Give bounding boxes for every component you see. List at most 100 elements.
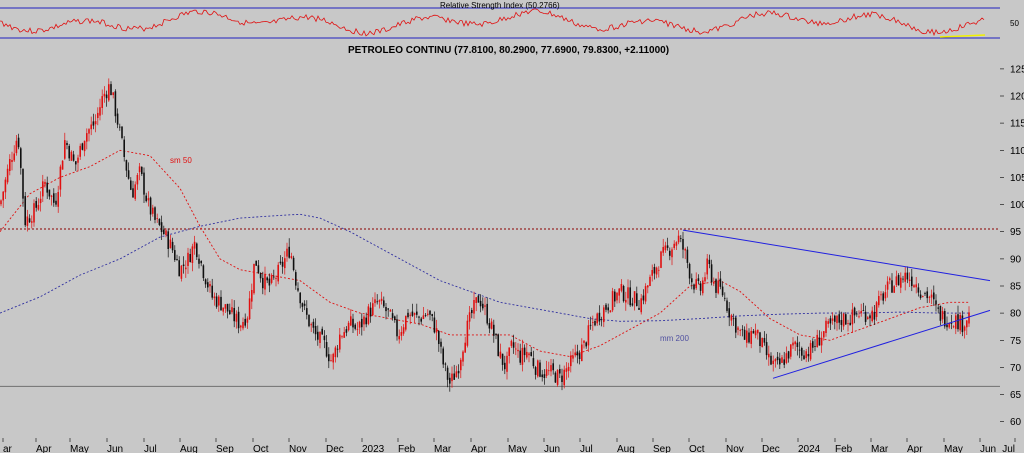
candle-body: [24, 196, 26, 226]
candle-body: [152, 207, 154, 214]
candle-body: [849, 322, 851, 326]
candle-body: [858, 316, 860, 318]
candle-body: [110, 84, 112, 96]
candle-body: [167, 231, 169, 249]
candle-body: [99, 107, 101, 116]
candle-body: [686, 249, 689, 263]
candle-body: [416, 311, 418, 315]
chart-title: PETROLEO CONTINU (77.8100, 80.2900, 77.6…: [348, 45, 669, 56]
candle-body: [427, 313, 429, 315]
candle-body: [191, 246, 194, 263]
candle-body: [284, 258, 286, 269]
candle-body: [842, 313, 845, 327]
candle-body: [809, 343, 812, 360]
candle-body: [957, 314, 959, 330]
candle-body: [779, 358, 781, 365]
candle-body: [345, 329, 348, 333]
candle-body: [534, 367, 537, 375]
candle-body: [585, 342, 587, 347]
candle-body: [825, 320, 827, 333]
candle-body: [358, 321, 361, 328]
candle-body: [209, 284, 211, 287]
candle-body: [198, 258, 200, 264]
x-tick-label: 2024: [798, 444, 821, 453]
candle-body: [636, 293, 638, 306]
candle-body: [556, 370, 559, 385]
candle-body: [130, 180, 132, 190]
candle-body: [451, 373, 453, 382]
candle-body: [367, 306, 370, 324]
candle-body: [838, 314, 840, 323]
candle-body: [462, 351, 464, 362]
candle-body: [180, 265, 183, 279]
candle-body: [169, 239, 172, 249]
rsi-line: [0, 8, 985, 37]
candle-body: [292, 257, 295, 270]
candle-body: [453, 373, 455, 380]
candle-body: [156, 218, 158, 219]
candle-body: [862, 310, 865, 311]
candle-body: [939, 305, 942, 321]
candle-body: [273, 276, 275, 278]
candle-body: [748, 332, 750, 343]
candle-body: [860, 311, 862, 314]
candle-body: [930, 294, 933, 298]
x-tick-label: Jul: [580, 444, 593, 453]
y-tick-label: 125: [1010, 64, 1024, 75]
candle-body: [968, 312, 970, 324]
candle-body: [479, 300, 482, 307]
candle-body: [950, 323, 953, 324]
candle-body: [22, 168, 24, 199]
candle-body: [86, 133, 88, 142]
candle-body: [708, 259, 711, 264]
candle-body: [429, 310, 431, 315]
candle-body: [204, 279, 207, 285]
y-tick-label: 90: [1010, 254, 1022, 265]
candle-body: [526, 351, 528, 358]
candle-body: [792, 342, 794, 346]
candle-body: [915, 284, 917, 288]
candle-body: [625, 299, 627, 303]
candle-body: [475, 297, 477, 303]
y-tick-label: 105: [1010, 173, 1024, 184]
candle-body: [889, 278, 891, 281]
candle-body: [640, 298, 642, 313]
candle-body: [754, 330, 757, 336]
candle-body: [732, 318, 735, 320]
candle-body: [919, 294, 922, 298]
candle-body: [768, 353, 770, 358]
candle-body: [680, 238, 682, 239]
candle-body: [869, 315, 871, 319]
candle-body: [394, 316, 396, 321]
candle-body: [141, 166, 143, 174]
candle-body: [864, 311, 867, 322]
x-tick-label: Feb: [835, 444, 853, 453]
candle-body: [356, 328, 359, 330]
candle-body: [6, 168, 9, 183]
candle-body: [290, 256, 293, 258]
candle-body: [235, 313, 238, 322]
candle-body: [941, 311, 944, 320]
candle-body: [11, 160, 13, 162]
candle-body: [900, 277, 902, 288]
y-tick-label: 95: [1010, 227, 1022, 238]
candle-body: [240, 325, 242, 328]
candle-body: [875, 302, 878, 317]
candle-body: [20, 148, 22, 168]
candle-body: [464, 342, 466, 353]
candle-body: [268, 278, 271, 286]
candle-body: [215, 296, 218, 307]
candle-body: [805, 351, 807, 359]
candle-body: [730, 315, 733, 321]
x-tick-label: May: [70, 444, 89, 453]
candle-body: [193, 241, 196, 249]
trendlines: [682, 229, 991, 379]
candle-body: [154, 207, 156, 220]
candle-body: [138, 166, 141, 173]
x-tick-label: 2023: [362, 444, 385, 453]
candle-body: [543, 374, 546, 378]
candle-body: [721, 286, 724, 296]
candle-body: [776, 356, 779, 361]
candle-body: [891, 280, 893, 293]
candle-body: [39, 198, 42, 204]
